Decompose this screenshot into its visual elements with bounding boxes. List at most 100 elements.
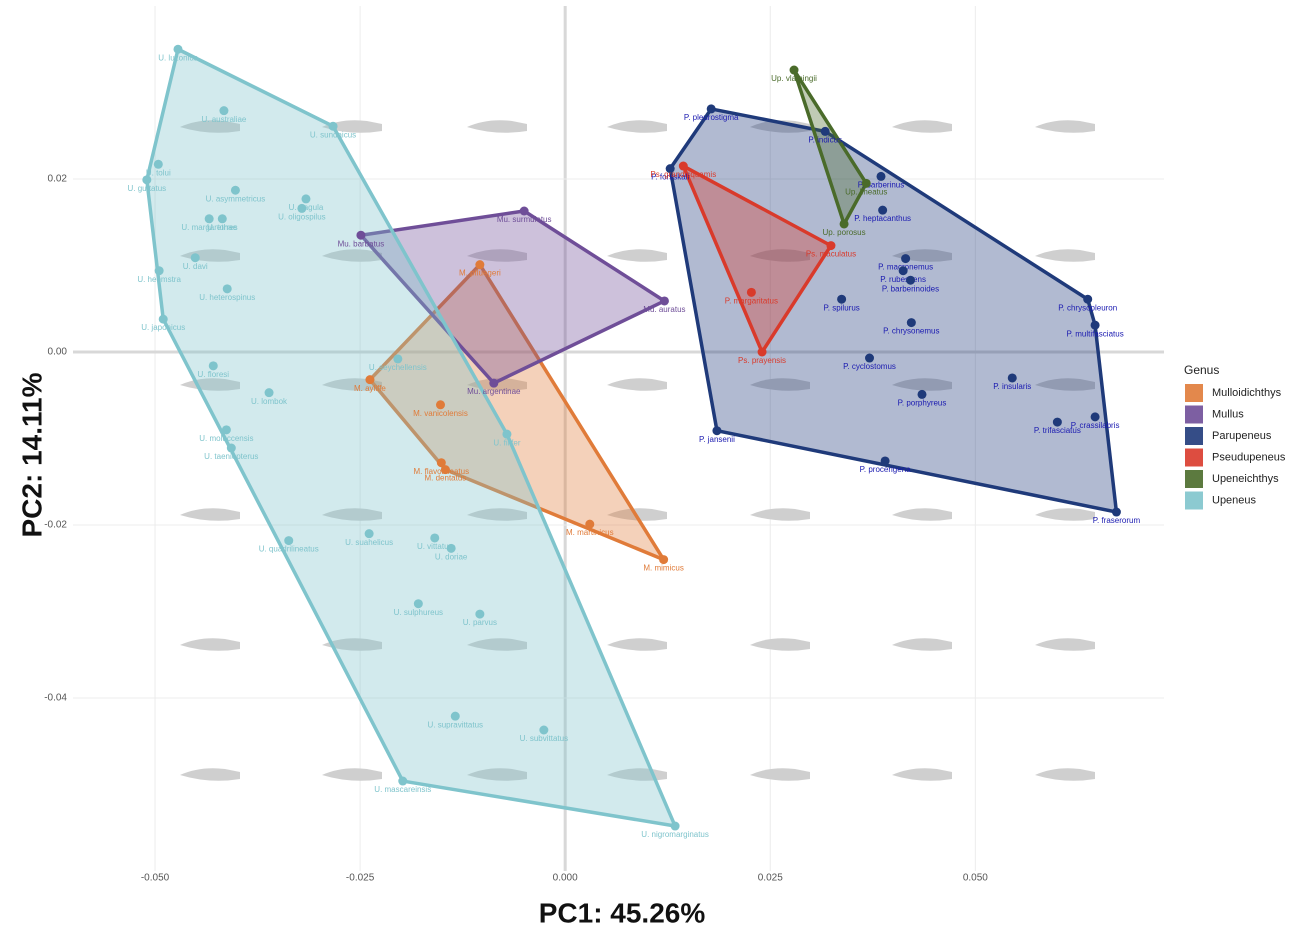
fish-silhouette [750,638,810,651]
fish-silhouette [180,638,240,651]
fish-silhouette [1035,249,1095,262]
x-tick-label: 0.025 [758,873,783,884]
fish-silhouette [467,638,527,651]
point-label: P. trifasciatus [1034,426,1081,435]
point-label: M. dentatus [425,474,467,483]
point-label: M. martinicus [566,528,614,537]
point-label: P. barberinoides [882,284,939,293]
point-label: U. moluccensis [199,434,253,443]
point [502,429,512,439]
point [1083,294,1093,304]
point [826,241,836,251]
point-label: Ps. maculatus [806,250,856,259]
fish-silhouette [750,120,810,133]
legend-label: Upeneichthys [1212,473,1279,485]
point [393,354,403,364]
point-label: M. mimicus [643,564,683,573]
fish-silhouette [322,638,382,651]
point [665,164,675,174]
point [659,555,669,565]
point [230,185,240,195]
legend-label: Pseudupeneus [1212,451,1286,463]
legend-label: Mulloidichthys [1212,387,1282,399]
point [878,205,888,215]
point-label: P. cyclostomus [843,362,896,371]
group-hull [668,107,1119,514]
point-label: U. asymmetricus [206,194,266,203]
hulls [145,47,1119,828]
point-label: U. luzonius [158,53,198,62]
point-label: U. doriae [435,552,468,561]
point-label: U. australiae [201,115,246,124]
legend-title: Genus [1184,363,1219,377]
point [906,318,916,328]
fish-silhouette [892,508,952,521]
point [1052,417,1062,427]
point [746,287,756,297]
point [876,171,886,181]
legend-swatch [1185,384,1203,402]
x-axis-title: PC1: 45.26% [539,897,706,928]
point-label: P. procerigena [860,465,912,474]
fish-silhouette [180,120,240,133]
point-label: U. quadrilineatus [259,545,319,554]
fish-silhouette [1035,638,1095,651]
point-label: Ps. prayensis [738,356,786,365]
fish-silhouette [892,768,952,781]
legend-swatch [1185,491,1203,510]
point [865,353,875,363]
point-label: P. rubescens [880,275,926,284]
point [906,275,916,285]
point-label: Ps. grandisquamis [650,170,716,179]
group-hull [681,164,833,354]
fish-silhouette [607,249,667,262]
point-label: U. margarethae [181,223,237,232]
point [430,533,440,543]
fish-silhouette [322,249,382,262]
point [585,519,595,529]
point [1111,507,1121,517]
point [221,425,231,435]
y-tick-label: 0.02 [48,174,68,185]
point [222,284,232,294]
point-label: Up. porosus [823,228,866,237]
point [264,388,274,398]
fish-silhouette [1035,768,1095,781]
point [706,104,716,114]
fish-silhouette [892,120,952,133]
point [475,260,485,270]
point-label: P. forsskali [651,173,689,182]
point-label: U. torres [207,223,238,232]
point-label: U. heemstra [137,275,181,284]
point [539,725,549,735]
point-label: U. tolui [146,168,171,177]
point [413,599,423,609]
point [297,203,307,213]
point-label: P. barberinus [858,181,905,190]
point-label: U. nigromarginatus [641,830,709,839]
x-tick-label: 0.000 [553,873,578,884]
point-label: Mu. argentinae [467,387,521,396]
point [204,214,214,224]
point [1007,373,1017,383]
point [440,465,450,475]
point-label: Mu. auratus [643,305,685,314]
fish-silhouette [1035,378,1095,391]
point [190,253,200,263]
point [901,254,911,264]
point-label: P. margaritatus [725,296,778,305]
y-tick-label: -0.04 [44,693,67,704]
point-label: U. heterospinus [199,293,255,302]
point [153,159,163,169]
point-label: U. suahelicus [345,538,393,547]
point [489,378,499,388]
point-label: U. oligospilus [278,213,326,222]
point-label: U. guttatus [127,184,166,193]
point [917,389,927,399]
point [678,161,688,171]
point-label: U. vittatus [417,542,453,551]
point [880,456,890,466]
points: M. pfluegeri M. ayliffe M. vanicolensis M. … [127,44,1140,839]
point [301,194,311,204]
